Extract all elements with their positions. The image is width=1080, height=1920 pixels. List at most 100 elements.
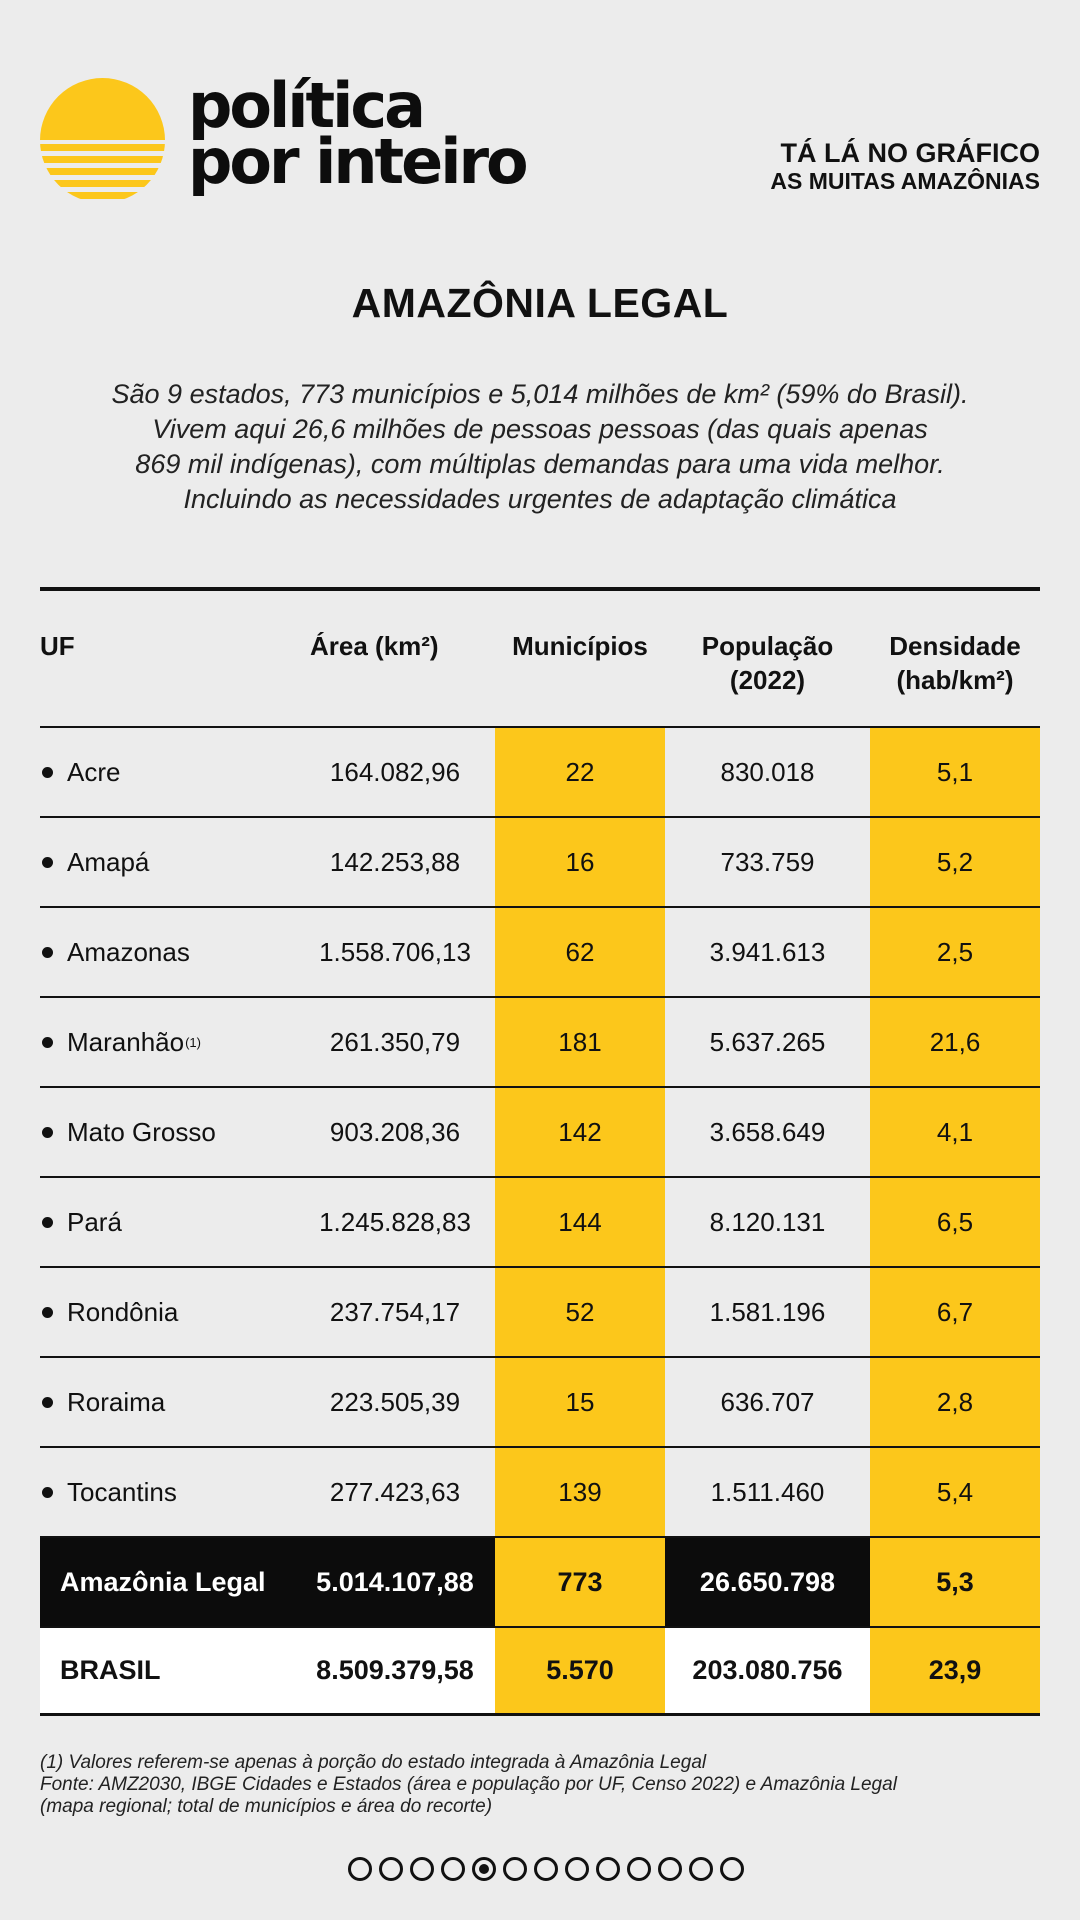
pagination-dot-active[interactable]	[472, 1857, 496, 1881]
pagination-dot[interactable]	[503, 1857, 527, 1881]
pagination-dot[interactable]	[689, 1857, 713, 1881]
table-row: Maranhão (1) 261.350,79 181 5.637.265 21,6	[40, 996, 1040, 1086]
cell-uf: Pará	[40, 1178, 310, 1266]
uf-note: (1)	[185, 1034, 201, 1050]
cell-area: 261.350,79	[329, 1026, 461, 1057]
bullet-icon	[42, 1036, 53, 1048]
total-row: Amazônia Legal 5.014.107,88 773 26.650.798 5…	[40, 1536, 1040, 1626]
cell-area: 237.754,17	[329, 1296, 461, 1327]
cell-municipios: 142	[495, 1088, 665, 1176]
cell-uf: Mato Grosso	[40, 1088, 310, 1176]
cell-populacao: 203.080.756	[665, 1628, 870, 1713]
cell-municipios: 62	[495, 908, 665, 996]
cell-uf: Acre	[40, 728, 310, 816]
uf-name: Rondônia	[67, 1296, 179, 1327]
cell-uf: Amazônia Legal	[40, 1538, 295, 1626]
cell-populacao: 3.941.613	[709, 936, 826, 967]
kicker-line-2: AS MUITAS AMAZÔNIAS	[770, 168, 1040, 194]
pagination-dot[interactable]	[720, 1857, 744, 1881]
cell-densidade: 5,1	[870, 728, 1040, 816]
bullet-icon	[42, 1126, 53, 1138]
uf-name: Mato Grosso	[67, 1116, 216, 1147]
cell-uf: Tocantins	[40, 1448, 310, 1536]
header-populacao: População (2022)	[665, 629, 870, 697]
brand-line-2: por inteiro	[188, 125, 529, 198]
table-row: Pará 1.245.828,83 144 8.120.131 6,5	[40, 1176, 1040, 1266]
pagination-dot[interactable]	[627, 1857, 651, 1881]
cell-populacao: 733.759	[720, 846, 815, 877]
cell-populacao: 5.637.265	[709, 1026, 826, 1057]
intro-line: Incluindo as necessidades urgentes de ad…	[183, 484, 897, 514]
cell-municipios: 52	[495, 1268, 665, 1356]
cell-area: 8.509.379,58	[295, 1628, 495, 1713]
cell-uf: Maranhão (1)	[40, 998, 310, 1086]
cell-area: 1.245.828,83	[319, 1206, 471, 1237]
cell-municipios: 5.570	[495, 1628, 665, 1713]
cell-municipios: 16	[495, 818, 665, 906]
cell-populacao: 830.018	[720, 756, 815, 787]
footnote-line: (1) Valores referem-se apenas à porção d…	[40, 1752, 707, 1773]
table-row: Roraima 223.505,39 15 636.707 2,8	[40, 1356, 1040, 1446]
cell-densidade: 21,6	[870, 998, 1040, 1086]
cell-area: 1.558.706,13	[319, 936, 471, 967]
pagination-dots	[348, 1857, 744, 1881]
cell-area: 164.082,96	[329, 756, 461, 787]
header-populacao-line-1: População	[701, 631, 834, 661]
cell-municipios: 22	[495, 728, 665, 816]
cell-populacao: 8.120.131	[709, 1206, 826, 1237]
header-populacao-line-2: (2022)	[729, 665, 806, 695]
header-densidade-line-1: Densidade	[889, 631, 1021, 661]
cell-populacao: 1.511.460	[710, 1476, 825, 1507]
pagination-dot[interactable]	[348, 1857, 372, 1881]
pagination-dot[interactable]	[596, 1857, 620, 1881]
pagination-dot[interactable]	[534, 1857, 558, 1881]
cell-densidade: 4,1	[870, 1088, 1040, 1176]
cell-populacao: 3.658.649	[709, 1116, 826, 1147]
intro-line: São 9 estados, 773 municípios e 5,014 mi…	[111, 379, 969, 409]
footnote-line: Fonte: AMZ2030, IBGE Cidades e Estados (…	[40, 1774, 897, 1795]
bullet-icon	[42, 1216, 53, 1228]
pagination-dot[interactable]	[379, 1857, 403, 1881]
pagination-dot[interactable]	[441, 1857, 465, 1881]
header-area: Área (km²)	[310, 631, 439, 661]
table-row: Amapá 142.253,88 16 733.759 5,2	[40, 816, 1040, 906]
data-table: UF Área (km²) Municípios População (2022…	[40, 587, 1040, 1716]
cell-municipios: 139	[495, 1448, 665, 1536]
cell-densidade: 23,9	[870, 1628, 1040, 1713]
brand-line-1: política	[188, 69, 426, 142]
bullet-icon	[42, 766, 53, 778]
cell-densidade: 2,8	[870, 1358, 1040, 1446]
table-row: Acre 164.082,96 22 830.018 5,1	[40, 726, 1040, 816]
pagination-dot[interactable]	[565, 1857, 589, 1881]
cell-populacao: 26.650.798	[665, 1538, 870, 1626]
header-densidade-line-2: (hab/km²)	[896, 665, 1014, 695]
bullet-icon	[42, 1396, 53, 1408]
header-uf: UF	[40, 631, 75, 661]
uf-name: Maranhão	[67, 1026, 185, 1057]
header-municipios: Municípios	[512, 631, 648, 661]
cell-populacao: 1.581.196	[709, 1296, 826, 1327]
cell-densidade: 5,2	[870, 818, 1040, 906]
pagination-dot[interactable]	[658, 1857, 682, 1881]
cell-uf: Amapá	[40, 818, 310, 906]
table-row: Tocantins 277.423,63 139 1.511.460 5,4	[40, 1446, 1040, 1536]
kicker-line-1: TÁ LÁ NO GRÁFICO	[780, 138, 1040, 168]
intro-paragraph: São 9 estados, 773 municípios e 5,014 mi…	[40, 377, 1040, 517]
uf-name: Tocantins	[67, 1476, 177, 1507]
cell-area: 903.208,36	[329, 1116, 461, 1147]
cell-municipios: 181	[495, 998, 665, 1086]
uf-name: Amazonas	[67, 936, 190, 967]
intro-line: Vivem aqui 26,6 milhões de pessoas pesso…	[152, 414, 928, 444]
pagination-dot[interactable]	[410, 1857, 434, 1881]
sun-over-water-icon	[40, 78, 165, 199]
cell-densidade: 5,4	[870, 1448, 1040, 1536]
table-body: Acre 164.082,96 22 830.018 5,1 Amapá 142.253,8…	[40, 726, 1040, 1716]
cell-area: 277.423,63	[329, 1476, 461, 1507]
cell-densidade: 5,3	[870, 1538, 1040, 1626]
brasil-row: BRASIL 8.509.379,58 5.570 203.080.756 23,9	[40, 1626, 1040, 1716]
uf-name: Roraima	[67, 1386, 166, 1417]
bullet-icon	[42, 1486, 53, 1498]
table-row: Mato Grosso 903.208,36 142 3.658.649 4,1	[40, 1086, 1040, 1176]
cell-area: 5.014.107,88	[295, 1538, 495, 1626]
section-kicker: TÁ LÁ NO GRÁFICO AS MUITAS AMAZÔNIAS	[770, 138, 1040, 194]
